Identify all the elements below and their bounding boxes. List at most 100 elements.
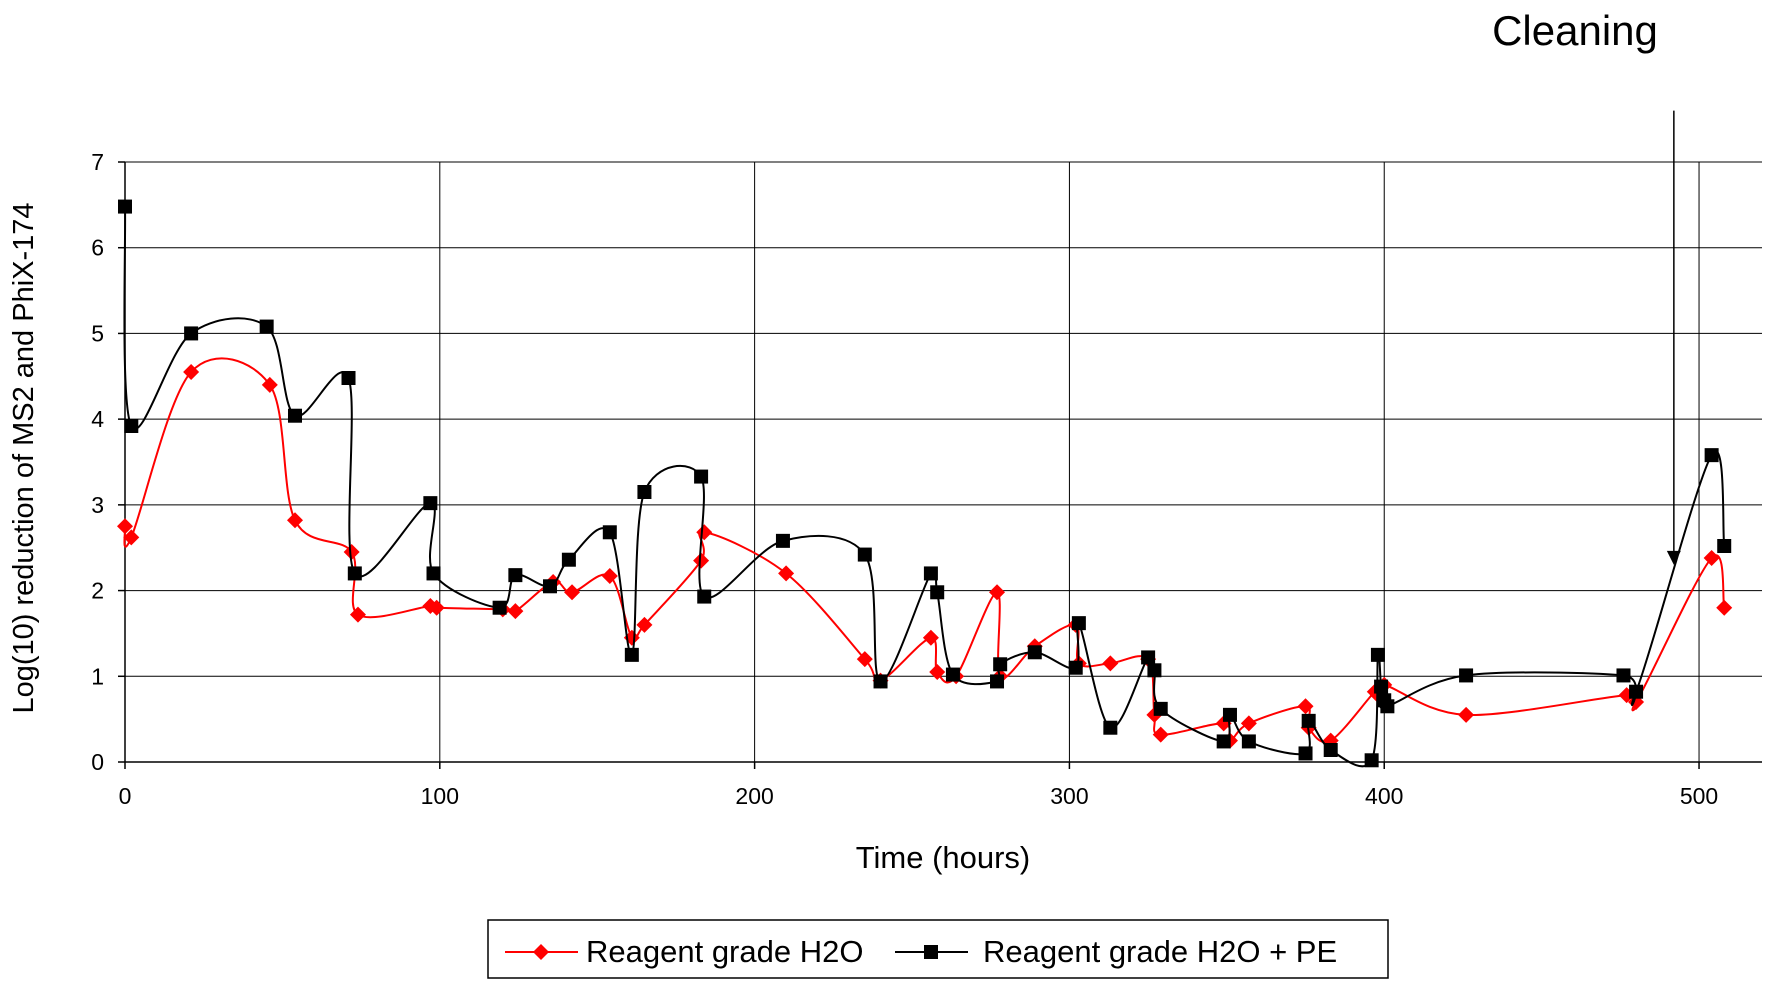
data-point-square [561, 552, 576, 567]
data-point-diamond [929, 664, 946, 680]
data-point-diamond [123, 529, 140, 546]
y-tick-label: 2 [91, 578, 104, 604]
legend-marker-reagent-h2o-pe [924, 945, 938, 959]
legend: Reagent grade H2O Reagent grade H2O + PE [487, 919, 1389, 979]
data-point-square [1374, 679, 1389, 694]
data-point-square [923, 566, 938, 581]
data-point-square [857, 547, 872, 562]
series-line [123, 206, 1726, 768]
series-reagent-h2o-pe [118, 199, 1732, 768]
y-tick-label: 5 [91, 320, 104, 346]
data-point-square [1141, 650, 1156, 665]
data-point-diamond [1152, 726, 1169, 743]
data-point-square [118, 199, 132, 214]
data-point-diamond [693, 552, 710, 569]
data-point-square [1216, 734, 1231, 749]
cleaning-arrow [1666, 110, 1681, 565]
data-point-diamond [1458, 706, 1475, 723]
y-axis-title: Log(10) reduction of MS2 and PhiX-174 [8, 202, 40, 713]
data-point-square [1298, 746, 1313, 761]
x-tick-label: 400 [1365, 783, 1403, 809]
data-point-square [1103, 720, 1118, 735]
legend-label-reagent-h2o: Reagent grade H2O [586, 934, 863, 969]
data-point-diamond [1297, 698, 1314, 715]
y-tick-labels: 0 1 2 3 4 5 6 7 [91, 149, 125, 775]
data-point-square [423, 496, 438, 511]
data-point-diamond [989, 584, 1006, 601]
y-tick-label: 3 [91, 492, 104, 518]
data-point-diamond [1240, 715, 1257, 732]
data-point-square [993, 657, 1008, 672]
y-tick-label: 6 [91, 235, 104, 261]
data-point-diamond [922, 629, 939, 646]
data-point-square [775, 533, 790, 548]
data-point-square [184, 326, 199, 341]
data-point-diamond [343, 544, 360, 560]
data-point-square [1717, 539, 1732, 553]
data-point-diamond [564, 584, 581, 601]
x-tick-label: 0 [119, 783, 132, 809]
data-point-square [1301, 713, 1316, 728]
data-point-square [1147, 663, 1162, 678]
x-tick-label: 100 [421, 783, 459, 809]
data-point-square [945, 667, 960, 682]
data-point-square [347, 566, 362, 581]
data-point-square [1370, 647, 1385, 662]
data-point-square [1323, 743, 1338, 757]
data-point-square [694, 469, 709, 484]
y-tick-label: 0 [91, 749, 104, 775]
data-point-diamond [349, 606, 366, 623]
y-tick-label: 4 [91, 406, 104, 432]
data-point-square [1704, 448, 1719, 463]
data-point-diamond [601, 568, 618, 584]
data-point-square [1222, 707, 1237, 722]
data-point-diamond [1703, 550, 1720, 566]
legend-box [487, 919, 1389, 979]
data-point-square [341, 371, 356, 385]
x-tick-label: 300 [1050, 783, 1088, 809]
data-point-diamond [183, 364, 200, 380]
data-point-square [1153, 701, 1168, 716]
y-tick-label: 7 [91, 149, 104, 175]
data-point-diamond [507, 603, 524, 620]
data-point-square [508, 568, 523, 583]
data-point-diamond [117, 518, 133, 535]
legend-label-reagent-h2o-pe: Reagent grade H2O + PE [983, 934, 1337, 969]
data-point-diamond [778, 565, 795, 582]
series-layer [117, 199, 1733, 768]
data-point-square [124, 419, 139, 433]
cleaning-arrow-head [1666, 550, 1681, 565]
data-point-square [697, 589, 712, 604]
data-point-diamond [286, 512, 303, 529]
data-point-square [1459, 668, 1474, 683]
x-tick-labels: 0 100 200 300 400 500 [119, 762, 1718, 809]
data-point-diamond [696, 524, 713, 541]
data-point-square [1241, 734, 1256, 749]
data-point-square [426, 566, 441, 581]
data-point-square [1616, 668, 1631, 683]
x-tick-label: 500 [1680, 783, 1718, 809]
legend-marker-reagent-h2o [533, 944, 549, 960]
data-point-diamond [1716, 599, 1733, 616]
x-axis-title: Time (hours) [856, 840, 1031, 875]
cleaning-annotation-label: Cleaning [1492, 7, 1658, 54]
data-point-diamond [636, 616, 653, 633]
data-point-square [542, 579, 557, 594]
data-point-square [637, 485, 652, 499]
data-point-square [990, 674, 1005, 689]
data-point-diamond [261, 376, 278, 393]
data-point-diamond [1102, 655, 1119, 672]
data-point-square [602, 525, 617, 540]
data-point-diamond [856, 651, 873, 668]
data-point-square [1027, 645, 1042, 660]
y-tick-label: 1 [91, 663, 104, 689]
data-point-diamond [428, 599, 445, 616]
x-tick-label: 200 [735, 783, 773, 809]
data-point-square [1380, 699, 1395, 714]
data-point-square [259, 319, 274, 334]
data-point-square [287, 408, 302, 423]
data-point-square [492, 600, 507, 615]
data-point-square [1364, 753, 1379, 768]
